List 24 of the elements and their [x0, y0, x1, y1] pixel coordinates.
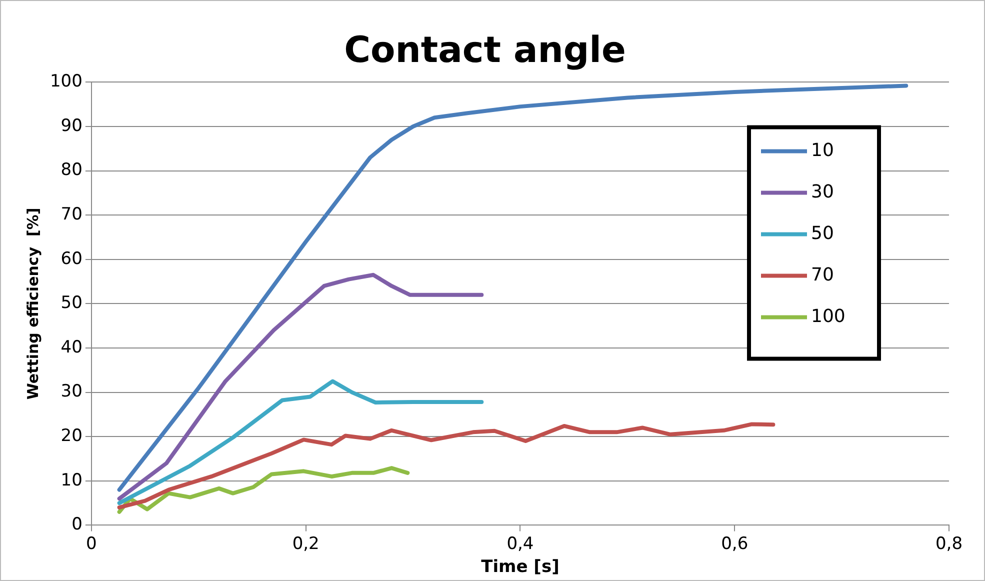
x-tick-label: 0,2: [292, 534, 320, 554]
y-tick-label: 40: [60, 337, 82, 358]
y-tick-label: 60: [60, 248, 82, 269]
y-tick-label: 80: [60, 160, 82, 180]
chart-title: Contact angle: [344, 30, 626, 71]
y-tick-label: 50: [60, 293, 82, 314]
y-axis-title: Wetting efficiency [%]: [24, 208, 42, 400]
x-tick-label: 0: [86, 534, 97, 554]
legend-label: 10: [811, 140, 834, 161]
y-tick-label: 20: [60, 426, 82, 446]
legend-label: 100: [811, 306, 846, 327]
x-tick-label: 0,6: [721, 534, 748, 554]
y-tick-label: 30: [60, 382, 82, 402]
x-tick-label: 0,4: [506, 534, 534, 554]
x-axis-title: Time [s]: [481, 557, 560, 578]
y-tick-label: 90: [60, 116, 82, 136]
legend-label: 70: [811, 264, 834, 286]
y-tick-label: 0: [72, 514, 82, 535]
legend-label: 30: [811, 181, 834, 202]
x-tick-label: 0,8: [935, 534, 963, 554]
y-tick-label: 100: [50, 72, 82, 92]
legend-label: 50: [811, 222, 834, 244]
y-tick-label: 70: [60, 204, 82, 225]
y-tick-label: 10: [60, 470, 82, 490]
